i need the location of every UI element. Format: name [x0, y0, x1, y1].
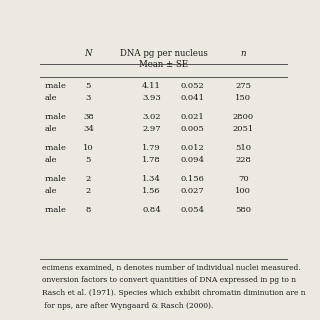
Text: onversion factors to convert quantities of DNA expressed in pg to n: onversion factors to convert quantities … [43, 276, 297, 284]
Text: 5: 5 [86, 82, 91, 90]
Text: 510: 510 [236, 144, 252, 152]
Text: 100: 100 [236, 188, 251, 196]
Text: ale: ale [45, 125, 58, 133]
Text: 8: 8 [86, 206, 91, 214]
Text: 2: 2 [86, 188, 91, 196]
Text: rnale: rnale [45, 206, 67, 214]
Text: 150: 150 [236, 94, 252, 102]
Text: 1.34: 1.34 [142, 175, 161, 183]
Text: 3.02: 3.02 [142, 113, 161, 121]
Text: 3: 3 [86, 94, 91, 102]
Text: 1.79: 1.79 [142, 144, 161, 152]
Text: 0.84: 0.84 [142, 206, 161, 214]
Text: 0.041: 0.041 [180, 94, 204, 102]
Text: 5: 5 [86, 156, 91, 164]
Text: 70: 70 [238, 175, 249, 183]
Text: 0.012: 0.012 [181, 144, 204, 152]
Text: 1.56: 1.56 [142, 188, 161, 196]
Text: ecimens examined, n denotes number of individual nuclei measured.: ecimens examined, n denotes number of in… [43, 263, 301, 271]
Text: 228: 228 [236, 156, 251, 164]
Text: rnale: rnale [45, 144, 67, 152]
Text: ale: ale [45, 94, 58, 102]
Text: 580: 580 [236, 206, 252, 214]
Text: 0.052: 0.052 [181, 82, 204, 90]
Text: 0.156: 0.156 [180, 175, 204, 183]
Text: n: n [241, 50, 246, 59]
Text: 0.005: 0.005 [181, 125, 204, 133]
Text: 2800: 2800 [233, 113, 254, 121]
Text: rnale: rnale [45, 113, 67, 121]
Text: rnale: rnale [45, 82, 67, 90]
Text: Mean ± SE: Mean ± SE [140, 60, 188, 69]
Text: 3.93: 3.93 [142, 94, 161, 102]
Text: 34: 34 [83, 125, 94, 133]
Text: 2.97: 2.97 [142, 125, 161, 133]
Text: 0.054: 0.054 [180, 206, 204, 214]
Text: ale: ale [45, 188, 58, 196]
Text: 0.027: 0.027 [181, 188, 204, 196]
Text: 10: 10 [83, 144, 94, 152]
Text: Rasch et al. (1971). Species which exhibit chromatin diminution are n: Rasch et al. (1971). Species which exhib… [43, 289, 306, 297]
Text: for nps, are after Wyngaard & Rasch (2000).: for nps, are after Wyngaard & Rasch (200… [43, 302, 214, 310]
Text: 4.11: 4.11 [142, 82, 161, 90]
Text: DNA pg per nucleus: DNA pg per nucleus [120, 50, 208, 59]
Text: 2: 2 [86, 175, 91, 183]
Text: rnale: rnale [45, 175, 67, 183]
Text: ale: ale [45, 156, 58, 164]
Text: 275: 275 [236, 82, 252, 90]
Text: 1.78: 1.78 [142, 156, 161, 164]
Text: 0.094: 0.094 [180, 156, 204, 164]
Text: 2051: 2051 [233, 125, 254, 133]
Text: 0.021: 0.021 [181, 113, 204, 121]
Text: N: N [84, 50, 92, 59]
Text: 38: 38 [83, 113, 94, 121]
